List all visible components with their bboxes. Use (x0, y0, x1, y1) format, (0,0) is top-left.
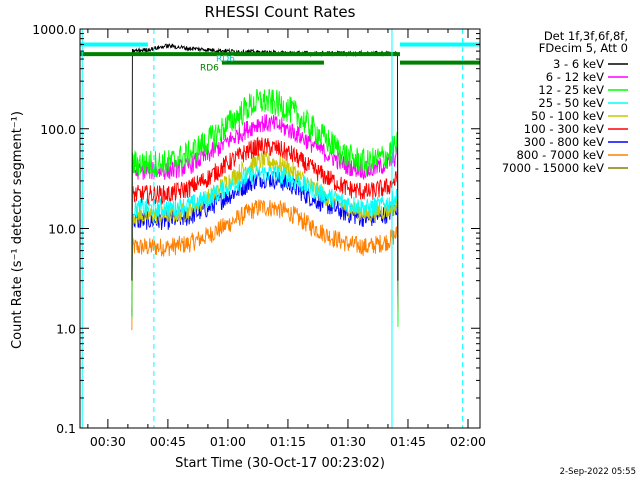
y-tick-label: 10.0 (48, 222, 76, 237)
x-axis: 00:30 00:45 01:00 01:15 01:30 01:45 02:00 (87, 29, 486, 449)
y-tick-label: 0.1 (56, 421, 76, 436)
series-line-8 (131, 199, 399, 331)
series-layer (131, 43, 399, 331)
x-tick-label: 02:00 (450, 434, 486, 449)
legend-label-9: 7000 - 15000 keV (502, 161, 604, 175)
legend-label-6: 100 - 300 keV (524, 122, 604, 136)
series-line-3 (131, 88, 399, 327)
x-axis-label: Start Time (30-Oct-17 00:23:02) (175, 456, 385, 471)
legend-label-1: 3 - 6 keV (553, 57, 604, 71)
annotation-1: RD6 (200, 64, 219, 74)
y-axis: 0.1 1.0 10.0 100.0 1000.0 (32, 22, 480, 436)
legend: Det 1f,3f,6f,8f, FDecim 5, Att 0 3 - 6 k… (502, 29, 628, 175)
x-tick-label: 01:30 (330, 434, 366, 449)
x-tick-label: 01:15 (270, 434, 306, 449)
x-tick-label: 01:45 (390, 434, 426, 449)
chart-title: RHESSI Count Rates (205, 3, 356, 21)
y-tick-label: 100.0 (40, 122, 76, 137)
legend-label-7: 300 - 800 keV (524, 135, 604, 149)
footer-timestamp: 2-Sep-2022 05:55 (560, 467, 636, 477)
x-tick-label: 00:30 (90, 434, 126, 449)
series-line-2 (131, 114, 399, 303)
y-tick-label: 1.0 (56, 321, 76, 336)
y-axis-label: Count Rate (s⁻¹ detector segment⁻¹) (10, 111, 25, 349)
series-line-4 (131, 164, 399, 321)
y-tick-label: 1000.0 (32, 22, 76, 37)
legend-header-line-2: FDecim 5, Att 0 (539, 41, 628, 55)
legend-label-2: 6 - 12 keV (546, 70, 604, 84)
legend-label-5: 50 - 100 keV (531, 109, 604, 123)
x-tick-label: 00:45 (150, 434, 186, 449)
legend-header-line-1: Det 1f,3f,6f,8f, (544, 29, 628, 43)
annotation-2: RD6 (216, 54, 235, 64)
legend-label-8: 800 - 7000 keV (516, 148, 604, 162)
x-tick-label: 01:00 (210, 434, 246, 449)
legend-label-4: 25 - 50 keV (538, 96, 604, 110)
legend-label-3: 12 - 25 keV (538, 83, 604, 97)
series-line-6 (131, 136, 399, 312)
state-bars (80, 42, 480, 65)
